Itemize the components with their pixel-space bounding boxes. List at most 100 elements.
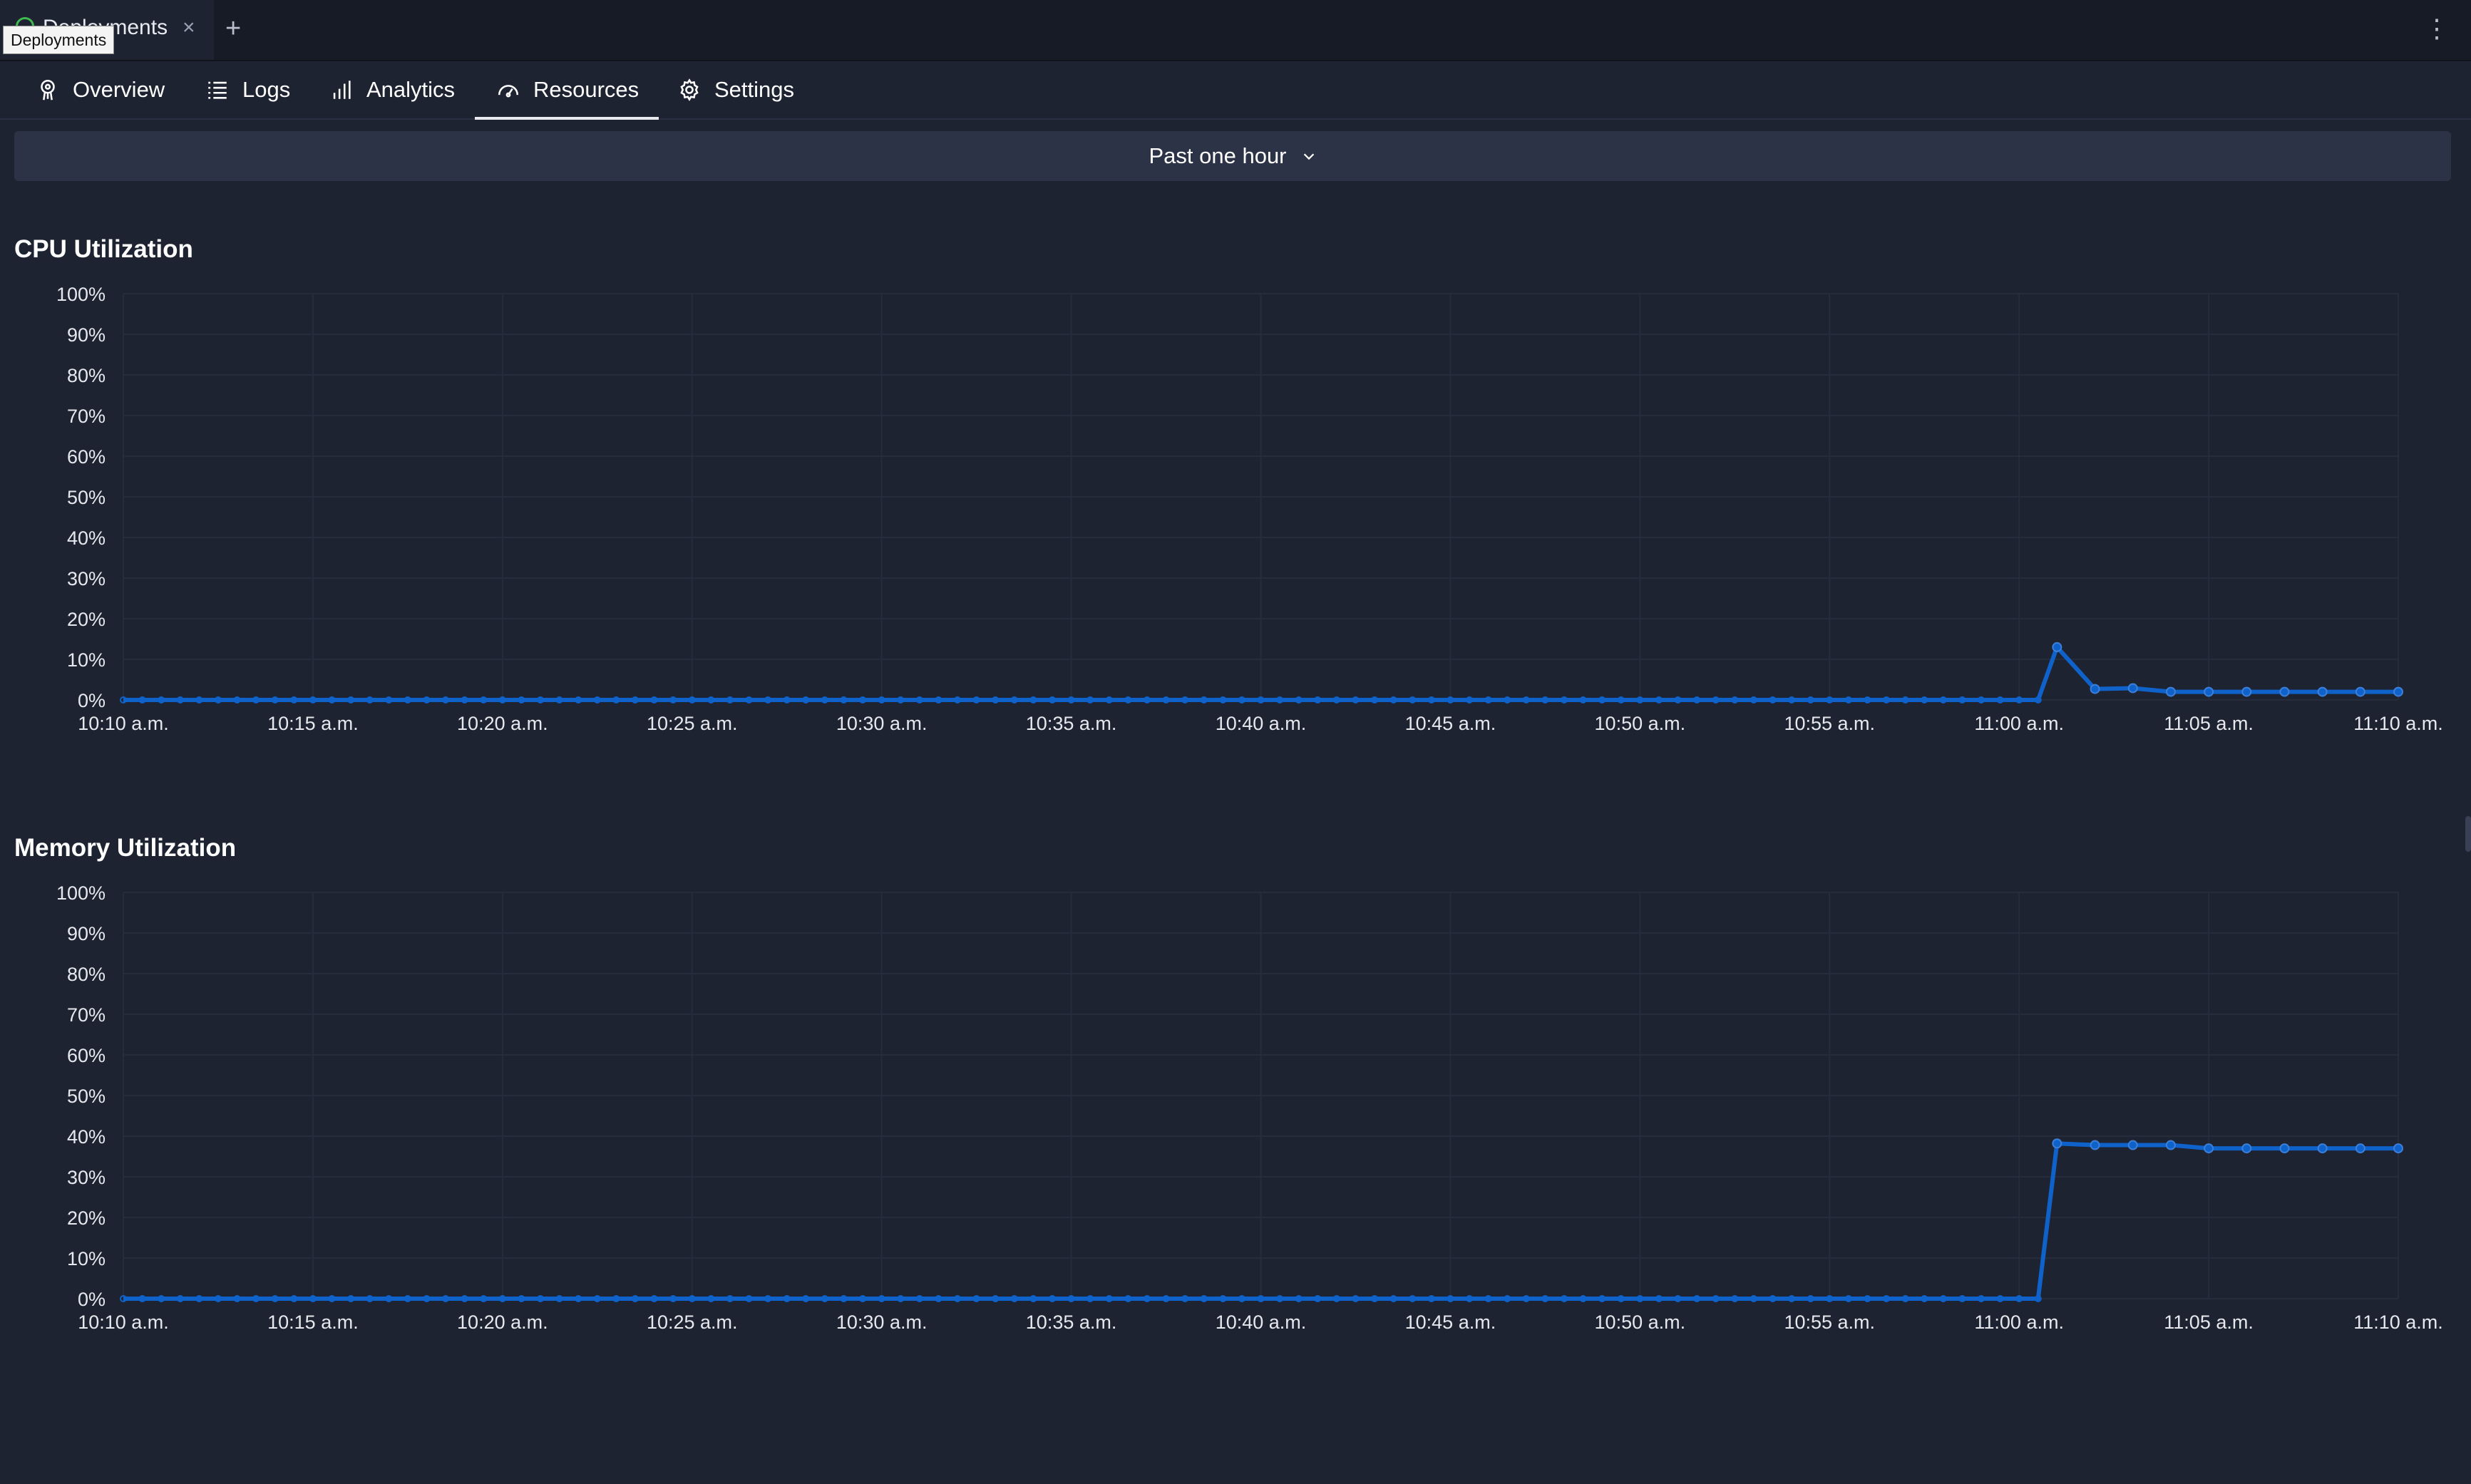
data-point (612, 696, 620, 704)
tab-overview[interactable]: Overview (36, 61, 165, 118)
data-point (328, 696, 336, 704)
data-point (1901, 1295, 1909, 1302)
data-point (1750, 696, 1757, 704)
data-point (1522, 1295, 1530, 1302)
data-point (935, 696, 942, 704)
new-tab-button[interactable]: + (225, 14, 242, 43)
data-point (1769, 696, 1777, 704)
y-tick-label: 40% (67, 527, 106, 549)
data-point (214, 1295, 222, 1302)
data-point (195, 696, 203, 704)
data-point (1389, 696, 1397, 704)
data-point (290, 696, 298, 704)
data-point (537, 1295, 545, 1302)
tab-analytics-label: Analytics (366, 77, 456, 102)
data-point (935, 1295, 942, 1302)
data-point (1257, 696, 1265, 704)
scrollbar-thumb[interactable] (2465, 816, 2471, 852)
x-tick-label: 10:10 a.m. (78, 1312, 169, 1333)
close-icon[interactable]: × (183, 16, 195, 39)
data-point (1048, 1295, 1056, 1302)
data-point (802, 1295, 810, 1302)
data-point (1958, 1295, 1966, 1302)
data-point (1996, 1295, 2004, 1302)
data-point (480, 696, 488, 704)
data-point (1484, 696, 1492, 704)
data-point (1883, 1295, 1891, 1302)
list-icon (208, 81, 227, 99)
data-point (1504, 696, 1511, 704)
data-point (2165, 1140, 2176, 1150)
data-point (1238, 1295, 1245, 1302)
data-point (1996, 696, 2004, 704)
data-point (859, 696, 867, 704)
data-point (1655, 696, 1663, 704)
data-point (840, 1295, 848, 1302)
data-point (2317, 686, 2328, 697)
x-tick-label: 10:55 a.m. (1784, 1312, 1875, 1333)
data-point (1541, 696, 1549, 704)
data-point (2317, 1143, 2328, 1154)
data-point (2052, 641, 2062, 652)
data-point (385, 1295, 393, 1302)
data-point (1788, 696, 1796, 704)
data-point (555, 696, 563, 704)
data-point (1883, 696, 1891, 704)
x-tick-label: 10:25 a.m. (647, 1312, 738, 1333)
data-point (1844, 1295, 1852, 1302)
data-point (1124, 696, 1132, 704)
data-point (1598, 696, 1606, 704)
data-point (1977, 696, 1985, 704)
time-range-select[interactable]: Past one hour (14, 131, 2451, 181)
tab-analytics[interactable]: Analytics (329, 61, 455, 118)
x-tick-label: 11:00 a.m. (1974, 713, 2064, 734)
data-point (1769, 1295, 1777, 1302)
data-point (2090, 1140, 2100, 1150)
x-tick-label: 11:10 a.m. (2353, 713, 2443, 734)
tab-strip: Deployments × + ⋮ (0, 0, 2471, 61)
data-point (1731, 696, 1739, 704)
data-point (1466, 696, 1474, 704)
data-point (1447, 696, 1454, 704)
y-tick-label: 80% (67, 365, 106, 386)
data-point (821, 696, 828, 704)
data-point (1977, 1295, 1985, 1302)
tab-logs[interactable]: Logs (205, 61, 290, 118)
data-point (385, 696, 393, 704)
data-point (897, 1295, 905, 1302)
y-tick-label: 30% (67, 1167, 106, 1188)
x-tick-label: 10:50 a.m. (1595, 1312, 1686, 1333)
tab-settings[interactable]: Settings (677, 61, 794, 118)
more-options-icon[interactable]: ⋮ (2424, 14, 2450, 43)
data-point (1655, 1295, 1663, 1302)
data-point (707, 1295, 715, 1302)
data-point (1484, 1295, 1492, 1302)
data-point (631, 1295, 639, 1302)
x-tick-label: 10:30 a.m. (836, 1312, 928, 1333)
y-tick-label: 90% (67, 923, 106, 944)
data-point (1636, 1295, 1644, 1302)
data-point (2015, 1295, 2023, 1302)
data-point (158, 1295, 165, 1302)
data-point (176, 696, 184, 704)
data-point (1579, 696, 1587, 704)
data-point (423, 1295, 431, 1302)
data-point (195, 1295, 203, 1302)
data-point (992, 696, 1000, 704)
y-tick-label: 90% (67, 324, 106, 346)
series-line (123, 1141, 2398, 1301)
data-point (518, 1295, 525, 1302)
data-point (1371, 696, 1379, 704)
data-point (593, 1295, 601, 1302)
data-point (1352, 696, 1360, 704)
data-point (309, 1295, 317, 1302)
data-point (650, 1295, 658, 1302)
data-point (537, 696, 545, 704)
y-tick-label: 50% (67, 1086, 106, 1107)
data-point (764, 1295, 772, 1302)
data-point (1750, 1295, 1757, 1302)
data-point (2015, 696, 2023, 704)
data-point (1466, 1295, 1474, 1302)
tab-resources[interactable]: Resources (474, 61, 659, 120)
y-tick-label: 10% (67, 649, 106, 671)
